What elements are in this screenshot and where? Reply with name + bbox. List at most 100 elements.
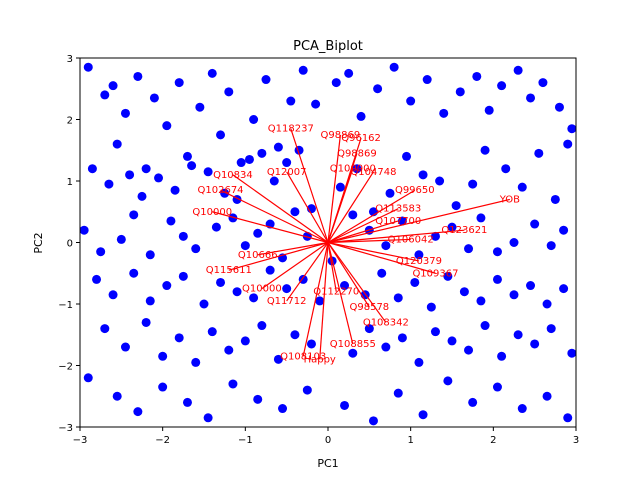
scatter-point	[253, 394, 263, 404]
scatter-point	[191, 244, 201, 254]
scatter-point	[476, 296, 486, 306]
scatter-point	[459, 287, 469, 297]
x-axis: −3 −2 −1 0 1 2 3	[73, 427, 579, 446]
scatter-point	[476, 213, 486, 223]
scatter-point	[174, 333, 184, 343]
loading-vector	[327, 189, 416, 244]
scatter-point	[100, 324, 110, 334]
scatter-point	[286, 96, 296, 106]
loading-label: Q98869	[321, 130, 361, 141]
scatter-point	[278, 404, 288, 414]
scatter-point	[129, 210, 139, 220]
scatter-point	[133, 71, 143, 81]
x-tick-label: 0	[325, 435, 331, 446]
scatter-point	[340, 281, 350, 291]
loading-label: Q11712	[267, 296, 307, 307]
scatter-point	[373, 84, 383, 94]
scatter-point	[381, 241, 391, 251]
loading-label: Q98869	[337, 148, 377, 159]
scatter-point	[228, 379, 238, 389]
y-tick-label: 1	[67, 177, 73, 188]
scatter-point	[108, 290, 118, 300]
loading-label: Q10000	[242, 284, 282, 295]
scatter-point	[96, 247, 106, 257]
scatter-point	[83, 373, 93, 383]
scatter-point	[484, 105, 494, 115]
scatter-point	[207, 327, 217, 337]
scatter-point	[149, 93, 159, 103]
scatter-point	[80, 225, 89, 235]
loading-label: Q123621	[441, 225, 487, 236]
scatter-point	[178, 231, 188, 241]
loading-label: Q10666	[238, 250, 278, 261]
scatter-point	[501, 164, 511, 174]
scatter-point	[418, 410, 428, 420]
x-axis-label: PC1	[317, 457, 338, 470]
scatter-point	[472, 71, 482, 81]
loading-vector	[327, 241, 436, 274]
x-tick-label: −3	[73, 435, 88, 446]
scatter-point	[348, 348, 358, 358]
scatter-point	[182, 397, 192, 407]
scatter-point	[402, 151, 412, 161]
loading-vector	[232, 174, 329, 243]
y-tick-label: −2	[58, 362, 73, 373]
loading-label: Q96162	[341, 133, 381, 144]
scatter-point	[145, 250, 155, 260]
loading-vector	[327, 242, 337, 292]
scatter-point	[120, 342, 130, 352]
scatter-point	[141, 164, 151, 174]
scatter-point	[468, 397, 478, 407]
scatter-point	[100, 90, 110, 100]
scatter-point	[559, 225, 569, 235]
loading-label: Q113583	[375, 204, 421, 215]
scatter-point	[554, 102, 564, 112]
scatter-point	[120, 108, 130, 118]
loading-label: Q99650	[395, 185, 435, 196]
scatter-point	[133, 407, 143, 417]
scatter-point	[530, 339, 540, 349]
y-tick-label: 2	[67, 116, 73, 127]
scatter-point	[414, 250, 424, 260]
scatter-point	[257, 148, 267, 158]
scatter-point	[517, 404, 527, 414]
scatter-point	[542, 299, 552, 309]
scatter-point	[447, 336, 457, 346]
scatter-point	[269, 176, 279, 186]
scatter-point	[216, 130, 226, 140]
scatter-point	[393, 293, 403, 303]
loading-label: Q98578	[349, 302, 389, 313]
scatter-point	[203, 413, 213, 423]
x-tick-label: 2	[490, 435, 496, 446]
loading-label: YOB	[499, 194, 520, 205]
scatter-point	[199, 299, 209, 309]
loading-vector	[327, 171, 374, 243]
scatter-point	[426, 302, 436, 312]
scatter-point	[530, 219, 540, 229]
scatter-point	[368, 416, 378, 426]
loading-vector	[327, 208, 399, 244]
scatter-point	[182, 151, 192, 161]
scatter-point	[154, 173, 164, 183]
loading-label: Q107700	[375, 216, 421, 227]
scatter-point	[381, 342, 391, 352]
scatter-point	[497, 351, 507, 361]
scatter-point	[567, 348, 576, 358]
scatter-point	[414, 357, 424, 367]
scatter-point	[253, 228, 263, 238]
scatter-point	[306, 339, 316, 349]
scatter-point	[129, 268, 139, 278]
scatter-point	[443, 271, 453, 281]
scatter-point	[509, 290, 519, 300]
scatter-point	[137, 191, 147, 201]
loading-label: Q10000	[192, 207, 232, 218]
scatter-point	[393, 388, 403, 398]
scatter-point	[83, 62, 93, 72]
scatter-point	[497, 81, 507, 91]
scatter-point	[335, 182, 345, 192]
scatter-point	[352, 164, 362, 174]
scatter-point	[385, 188, 395, 198]
scatter-point	[559, 284, 569, 294]
